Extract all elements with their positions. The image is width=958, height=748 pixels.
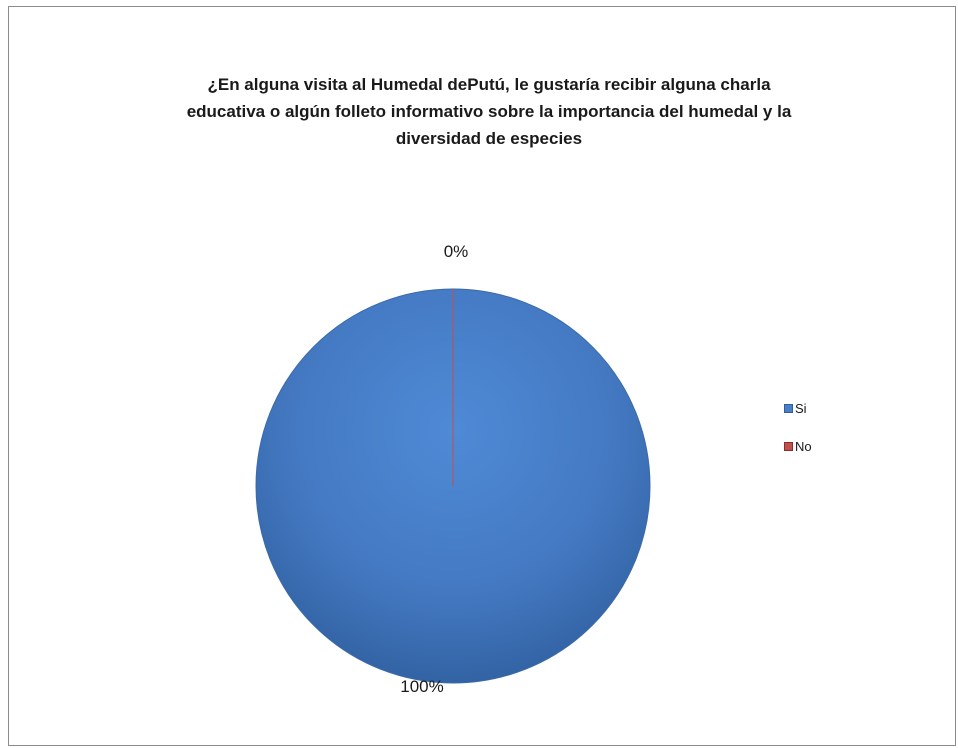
legend-item-si: Si [784,399,812,418]
chart-area: ¿En alguna visita al Humedal dePutú, le … [8,6,956,746]
legend-swatch-no [784,442,793,451]
legend-item-no: No [784,437,812,456]
data-label-si: 100% [400,677,443,696]
legend-swatch-si [784,404,793,413]
legend-label-si: Si [795,401,807,416]
pie-plot: 100% 0% [255,242,651,696]
chart-title: ¿En alguna visita al Humedal dePutú, le … [129,71,849,152]
chart-title-line-3: diversidad de especies [395,129,583,148]
chart-title-line-1: ¿En alguna visita al Humedal dePutú, le … [207,75,771,94]
chart-title-line-2: educativa o algún folleto informativo so… [186,102,792,121]
legend-label-no: No [795,439,812,454]
data-label-no: 0% [444,242,469,261]
legend: Si No [784,399,812,475]
